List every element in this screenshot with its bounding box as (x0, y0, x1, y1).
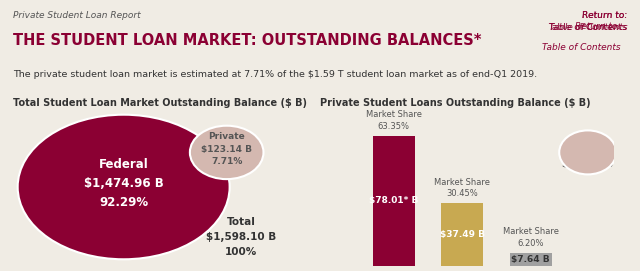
Text: Market Share
30.45%: Market Share 30.45% (434, 178, 490, 198)
Text: Total
$1,598.10 B
100%: Total $1,598.10 B 100% (206, 218, 276, 257)
Text: Table of Contents: Table of Contents (542, 43, 621, 52)
Ellipse shape (559, 130, 616, 175)
Ellipse shape (190, 126, 264, 179)
Ellipse shape (18, 115, 230, 259)
Text: Private Student Loans Outstanding Balance ($ B): Private Student Loans Outstanding Balanc… (320, 98, 591, 108)
Text: Private
$123.14 B
7.71%: Private $123.14 B 7.71% (201, 132, 252, 166)
Text: Private Student Loan Report: Private Student Loan Report (13, 11, 140, 20)
Text: Return to:
Table of Contents: Return to: Table of Contents (548, 11, 627, 32)
Bar (372, 136, 415, 266)
Text: Total Student Loan Market Outstanding Balance ($ B): Total Student Loan Market Outstanding Ba… (13, 98, 307, 108)
Text: Market Share
6.20%: Market Share 6.20% (502, 227, 559, 248)
Text: Return to:: Return to: (575, 22, 621, 31)
Text: Federal
$1,474.96 B
92.29%: Federal $1,474.96 B 92.29% (84, 158, 164, 209)
Bar (509, 253, 552, 266)
Text: The private student loan market is estimated at 7.71% of the $1.59 T student loa: The private student loan market is estim… (13, 70, 537, 79)
Text: $7.64 B: $7.64 B (511, 255, 550, 264)
Text: Total
Private
$123.14 B: Total Private $123.14 B (563, 136, 613, 169)
Text: $37.49 B: $37.49 B (440, 230, 484, 239)
Text: Market Share
63.35%: Market Share 63.35% (365, 110, 422, 131)
Text: Return to:
Table of Contents: Return to: Table of Contents (548, 11, 627, 32)
Text: $78.01* B: $78.01* B (369, 196, 419, 205)
Text: THE STUDENT LOAN MARKET: OUTSTANDING BALANCES*: THE STUDENT LOAN MARKET: OUTSTANDING BAL… (13, 33, 481, 47)
Bar (441, 203, 483, 266)
